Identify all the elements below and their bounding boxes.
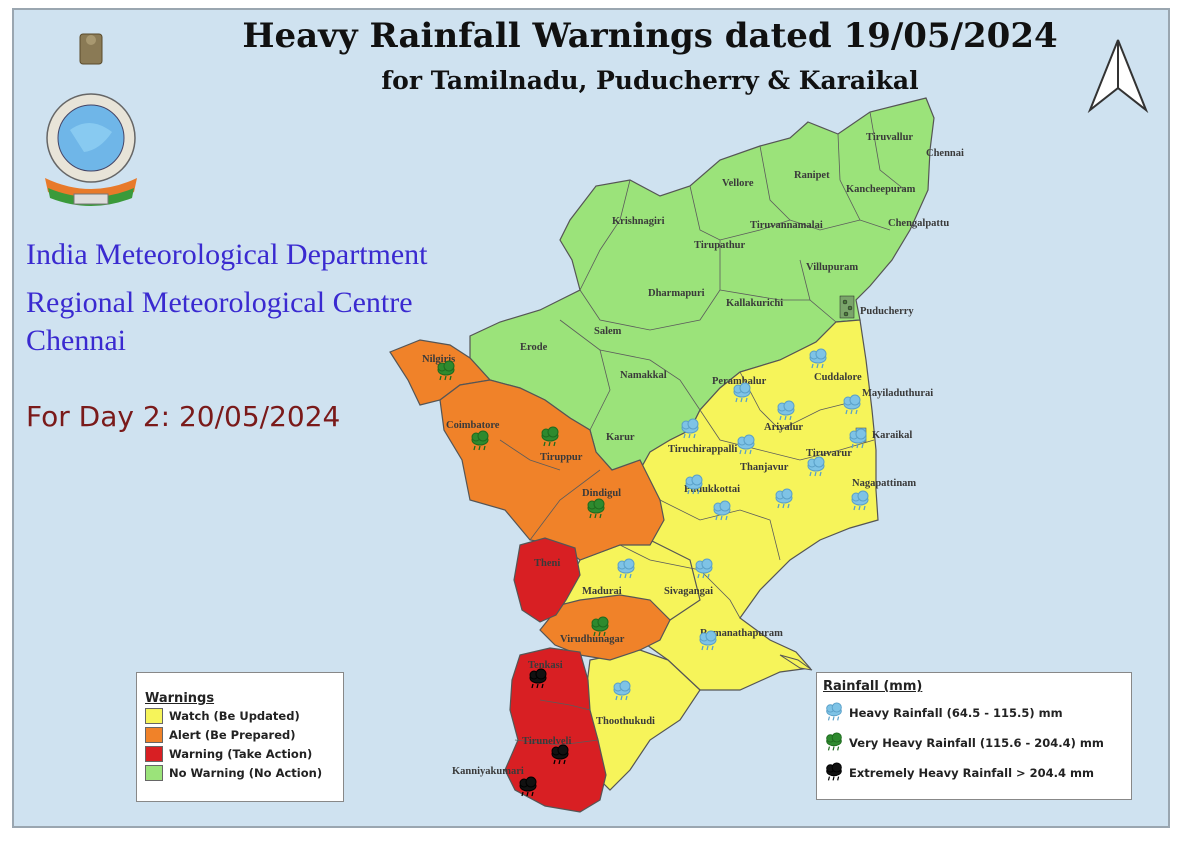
label-tiruvannamalai: Tiruvannamalai xyxy=(750,220,823,231)
rainfall-label: Very Heavy Rainfall (115.6 - 204.4) mm xyxy=(849,736,1104,750)
label-coimbatore: Coimbatore xyxy=(446,420,500,431)
alert-swatch xyxy=(145,726,163,743)
label-namakkal: Namakkal xyxy=(620,370,667,381)
legend-label: Watch (Be Updated) xyxy=(169,708,300,723)
label-karaikal: Karaikal xyxy=(872,430,912,441)
cloud-rain-light-blue-icon xyxy=(826,702,842,721)
rainfall-legend-title: Rainfall (mm) xyxy=(823,679,923,694)
label-thanjavur: Thanjavur xyxy=(740,462,789,473)
label-chennai: Chennai xyxy=(926,148,964,159)
label-nagapattinam: Nagapattinam xyxy=(852,478,916,489)
label-thoothukudi: Thoothukudi xyxy=(596,716,655,727)
no-warning-swatch xyxy=(145,764,163,781)
org-city: Chennai xyxy=(26,324,126,357)
label-ranipet: Ranipet xyxy=(794,170,830,181)
org-centre: Regional Meteorological Centre xyxy=(26,286,413,319)
label-cuddalore: Cuddalore xyxy=(814,372,862,383)
puducherry-enclave xyxy=(839,295,855,319)
label-tiruppur: Tiruppur xyxy=(540,452,583,463)
district-labels: Tiruvallur Chennai Vellore Ranipet Kanch… xyxy=(422,132,964,777)
district-boundaries xyxy=(499,111,906,746)
label-villupuram: Villupuram xyxy=(806,262,858,273)
legend-label: No Warning (No Action) xyxy=(169,765,323,780)
label-ariyalur: Ariyalur xyxy=(764,422,803,433)
label-tenkasi: Tenkasi xyxy=(528,660,563,671)
label-madurai: Madurai xyxy=(582,586,622,597)
label-chengalpattu: Chengalpattu xyxy=(888,218,949,229)
rainfall-legend: Rainfall (mm) Heavy Rainfall (64.5 - 115… xyxy=(816,672,1132,800)
label-theni: Theni xyxy=(534,558,560,569)
label-tiruvarur: Tiruvarur xyxy=(806,448,852,459)
label-pudukkottai: Pudukkottai xyxy=(684,484,740,495)
label-kanniyakumari: Kanniyakumari xyxy=(452,766,524,777)
map-subtitle: for Tamilnadu, Puducherry & Karaikal xyxy=(381,66,919,95)
pamban-island xyxy=(779,654,813,671)
label-dharmapuri: Dharmapuri xyxy=(648,288,705,299)
legend-item-watch: Watch (Be Updated) xyxy=(145,706,343,725)
label-krishnagiri: Krishnagiri xyxy=(612,216,665,227)
label-ramanathapuram: Ramanathapuram xyxy=(700,628,783,639)
label-virudhunagar: Virudhunagar xyxy=(560,634,625,645)
label-tiruvallur: Tiruvallur xyxy=(866,132,913,143)
rainfall-item-heavy: Heavy Rainfall (64.5 - 115.5) mm xyxy=(823,698,1131,728)
label-erode: Erode xyxy=(520,342,548,353)
label-mayiladuthurai: Mayiladuthurai xyxy=(862,388,933,399)
legend-item-no-warning: No Warning (No Action) xyxy=(145,763,343,782)
label-salem: Salem xyxy=(594,326,622,337)
north-arrow-icon xyxy=(1087,39,1149,114)
label-vellore: Vellore xyxy=(722,178,754,189)
warnings-legend: Warnings Watch (Be Updated) Alert (Be Pr… xyxy=(136,672,344,802)
label-tirunelveli: Tirunelveli xyxy=(522,736,571,747)
cloud-rain-green-icon xyxy=(826,732,842,751)
rainfall-label: Extremely Heavy Rainfall > 204.4 mm xyxy=(849,766,1095,780)
rainfall-item-very-heavy: Very Heavy Rainfall (115.6 - 204.4) mm xyxy=(823,728,1131,758)
cloud-rain-black-icon xyxy=(826,762,842,781)
watch-swatch xyxy=(145,707,163,724)
warning-swatch xyxy=(145,745,163,762)
legend-item-warning: Warning (Take Action) xyxy=(145,744,343,763)
rainfall-label: Heavy Rainfall (64.5 - 115.5) mm xyxy=(849,706,1063,720)
region-warning-theni xyxy=(513,537,581,623)
legend-label: Alert (Be Prepared) xyxy=(169,727,296,742)
label-sivagangai: Sivagangai xyxy=(664,586,713,597)
rainfall-item-extreme: Extremely Heavy Rainfall > 204.4 mm xyxy=(823,758,1131,788)
label-karur: Karur xyxy=(606,432,635,443)
label-puducherry: Puducherry xyxy=(860,306,914,317)
forecast-day: For Day 2: 20/05/2024 xyxy=(26,400,341,433)
legend-label: Warning (Take Action) xyxy=(169,746,313,761)
imd-emblem-icon xyxy=(45,33,137,206)
label-nilgiris: Nilgiris xyxy=(422,354,455,365)
map-title: Heavy Rainfall Warnings dated 19/05/2024 xyxy=(242,16,1058,56)
label-kallakurichi: Kallakurichi xyxy=(726,298,783,309)
label-dindigul: Dindigul xyxy=(582,488,621,499)
org-name: India Meteorological Department xyxy=(26,238,428,271)
label-perambalur: Perambalur xyxy=(712,376,767,387)
region-warning-south xyxy=(504,647,607,813)
warnings-legend-title: Warnings xyxy=(145,691,215,706)
label-tirupathur: Tirupathur xyxy=(694,240,745,251)
region-alert-west xyxy=(439,379,665,561)
label-tiruchirappalli: Tiruchirappalli xyxy=(668,444,737,455)
legend-item-alert: Alert (Be Prepared) xyxy=(145,725,343,744)
label-kancheepuram: Kancheepuram xyxy=(846,184,916,195)
